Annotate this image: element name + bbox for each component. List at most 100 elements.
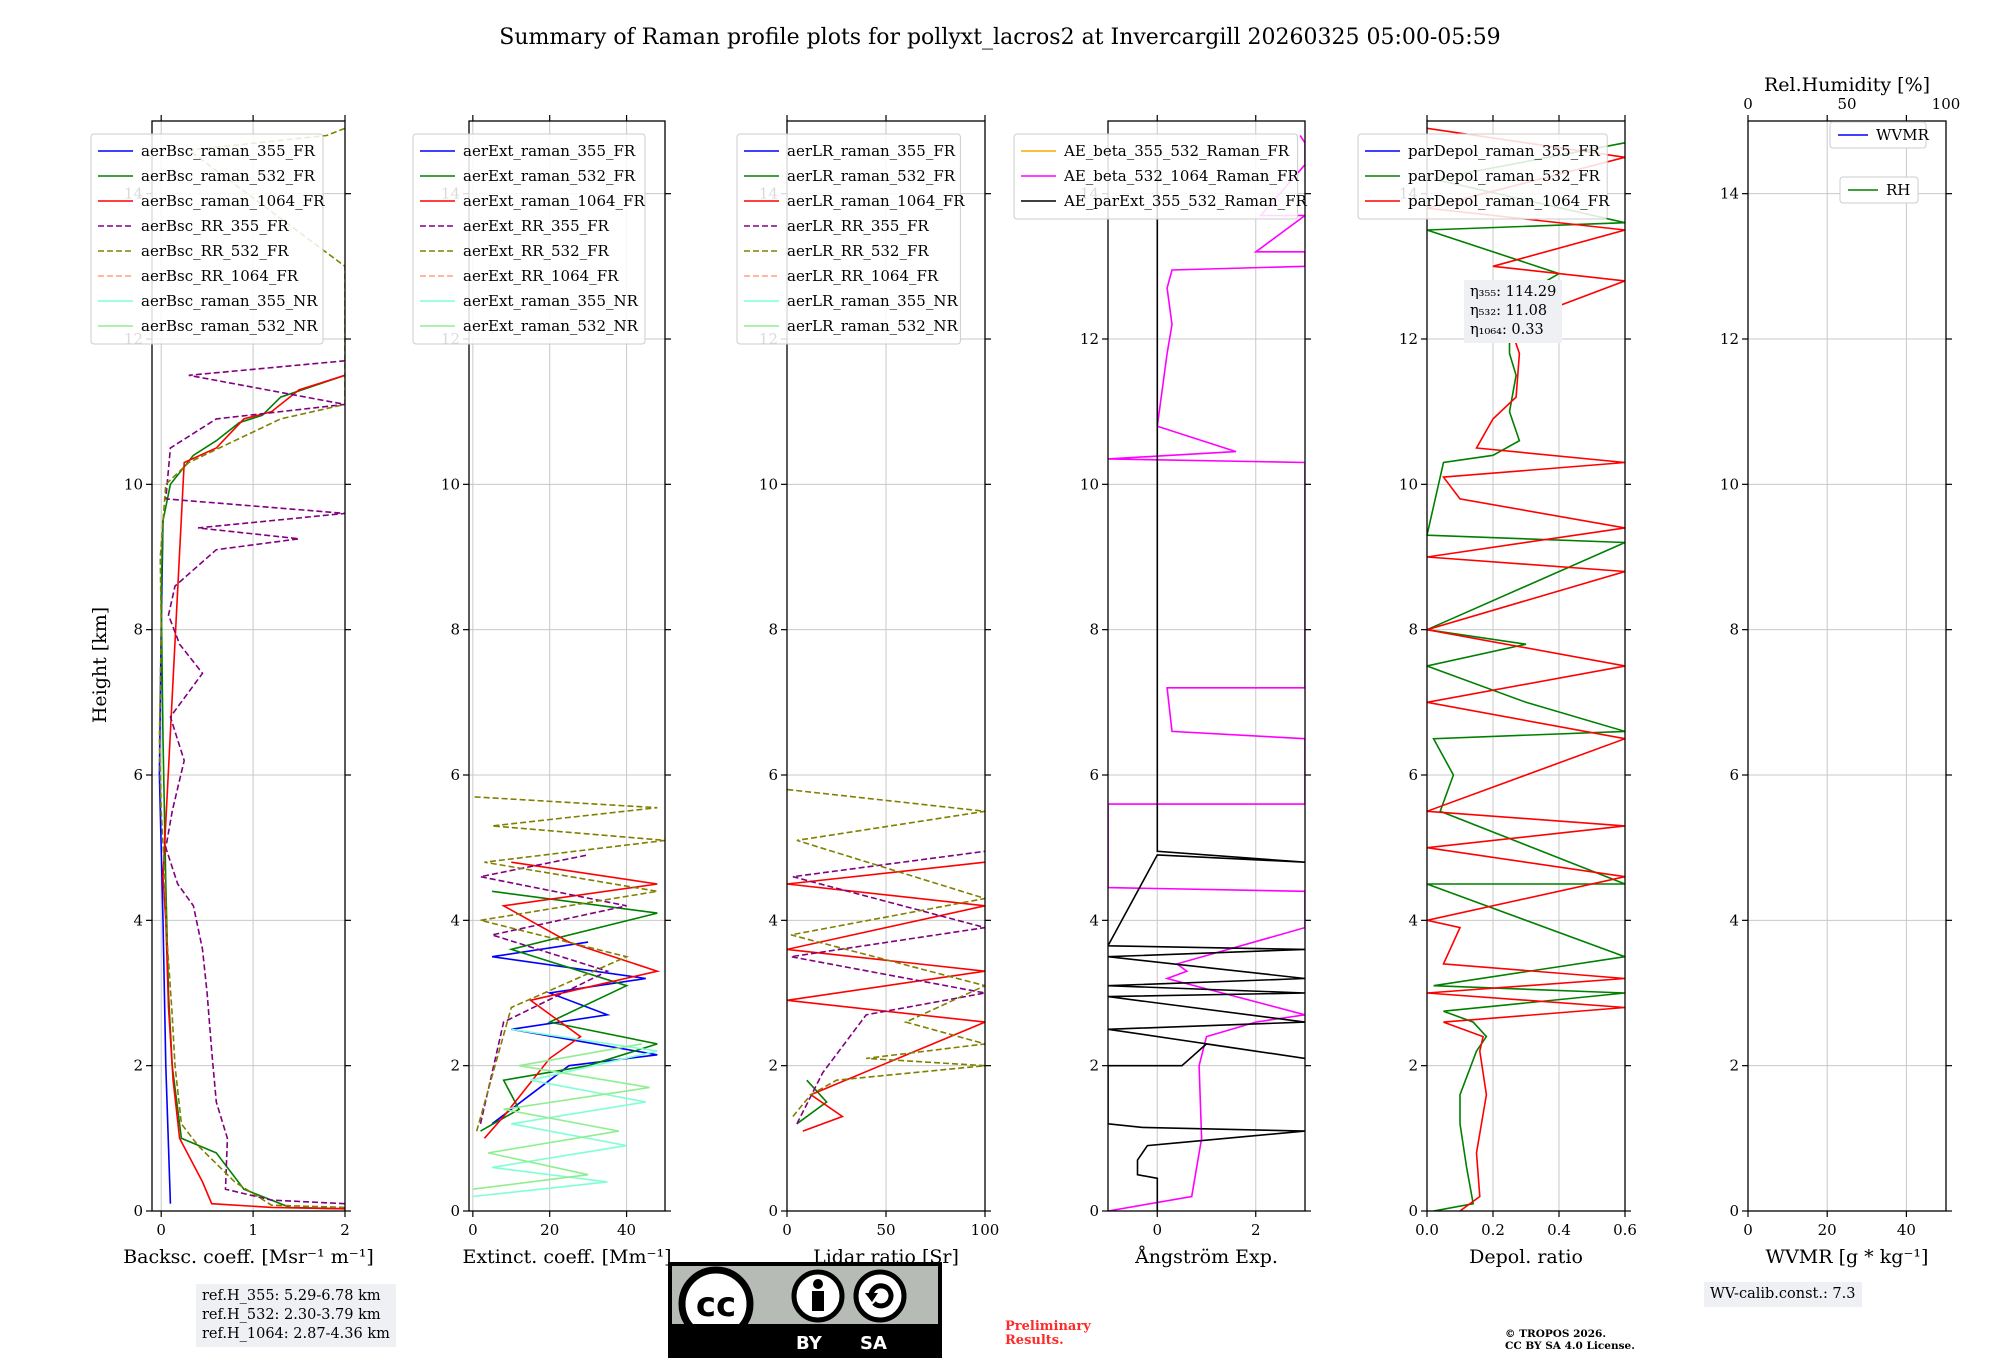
x-tick-label: 0 xyxy=(156,1221,166,1239)
y-tick-label: 4 xyxy=(450,911,460,929)
preliminary-note: Preliminary Results. xyxy=(1005,1319,1091,1348)
legend-entry: parDepol_raman_532_FR xyxy=(1408,167,1601,185)
legend-entry: aerBsc_RR_355_FR xyxy=(141,217,289,235)
legend: parDepol_raman_355_FR parDepol_raman_532_… xyxy=(1357,133,1610,220)
y-tick-label: 0 xyxy=(450,1202,460,1220)
y-tick-label: 4 xyxy=(1408,911,1418,929)
y-tick-label: 10 xyxy=(1720,475,1739,493)
x-tick-label: 20 xyxy=(1818,1221,1837,1239)
panel-ae: 0246810121402Ångström Exp.AE_beta_355_53… xyxy=(1013,115,1311,1268)
legend-entry: aerBsc_raman_355_FR xyxy=(141,142,316,160)
cc-by-label: BY xyxy=(796,1333,822,1354)
share-alike-icon xyxy=(853,1269,907,1323)
y-tick-label: 10 xyxy=(1080,475,1099,493)
legend-entry: aerLR_raman_355_NR xyxy=(787,292,958,310)
y-tick-label: 10 xyxy=(124,475,143,493)
y-tick-label: 12 xyxy=(1720,330,1739,348)
y-tick-label: 0 xyxy=(1729,1202,1739,1220)
y-tick-label: 6 xyxy=(1729,766,1739,784)
legend: aerExt_raman_355_FR aerExt_raman_532_FRae… xyxy=(412,133,646,345)
legend-entry: aerLR_raman_532_NR xyxy=(787,317,958,335)
x-tick-label: 50 xyxy=(876,1221,895,1239)
legend-entry: WVMR xyxy=(1876,126,1930,144)
y-tick-label: 8 xyxy=(133,621,143,639)
y-tick-label: 2 xyxy=(450,1057,460,1075)
series-aerLR_RR_355_FR xyxy=(790,850,985,1125)
legend-entry: aerBsc_raman_532_FR xyxy=(141,167,316,185)
series-aerExt_raman_355_NR xyxy=(472,1028,658,1198)
eta-355: η₃₅₅: 114.29 xyxy=(1470,284,1557,300)
series-group xyxy=(158,127,345,1210)
series-aerExt_RR_355_FR xyxy=(479,854,627,1124)
cc-sa-label: SA xyxy=(860,1333,887,1354)
legend-entry: aerExt_raman_355_FR xyxy=(463,142,636,160)
y-tick-label: 6 xyxy=(450,766,460,784)
y-tick-label: 8 xyxy=(450,621,460,639)
series-aerBsc_raman_532_FR xyxy=(160,374,345,1210)
x-axis-label: Depol. ratio xyxy=(1469,1246,1583,1268)
y-tick-label: 4 xyxy=(133,911,143,929)
copyright-note: © TROPOS 2026. CC BY SA 4.0 License. xyxy=(1505,1328,1635,1352)
y-tick-label: 4 xyxy=(1729,911,1739,929)
series-aerLR_RR_532_FR xyxy=(787,788,985,1118)
top-tick-label: 50 xyxy=(1837,95,1856,113)
wv-calib-text: WV-calib.const.: 7.3 xyxy=(1710,1286,1856,1302)
legend-entry: aerExt_raman_355_NR xyxy=(463,292,639,310)
legend-entry: aerLR_raman_355_FR xyxy=(787,142,956,160)
legend-entry: aerLR_RR_532_FR xyxy=(787,242,929,260)
top-tick-label: 100 xyxy=(1932,95,1961,113)
x-tick-label: 0 xyxy=(1743,1221,1753,1239)
series-group xyxy=(472,796,665,1198)
x-tick-label: 40 xyxy=(617,1221,636,1239)
legend-entry: aerBsc_RR_532_FR xyxy=(141,242,289,260)
top-axis-label: Rel.Humidity [%] xyxy=(1764,74,1930,96)
legend-frame xyxy=(736,133,961,345)
series-parDepol_raman_532_FR xyxy=(1427,142,1625,1211)
series-aerBsc_RR_532_FR xyxy=(158,127,345,1209)
series-aerBsc_raman_1064_FR xyxy=(162,374,345,1210)
panel-bsc: 02468101214012Backsc. coeff. [Msr⁻¹ m⁻¹]… xyxy=(90,115,374,1268)
x-tick-label: 1 xyxy=(248,1221,258,1239)
cc-logo-icon xyxy=(678,1266,754,1324)
legend-entry: AE_beta_355_532_Raman_FR xyxy=(1063,142,1290,160)
eta-box: η₃₅₅: 114.29 η₅₃₂: 11.08 η₁₀₆₄: 0.33 xyxy=(1464,280,1563,343)
x-tick-label: 2 xyxy=(1251,1221,1261,1239)
figure-title: Summary of Raman profile plots for polly… xyxy=(499,25,1500,50)
legend-frame xyxy=(1357,133,1608,220)
x-axis-label: Backsc. coeff. [Msr⁻¹ m⁻¹] xyxy=(123,1246,374,1268)
axes-frame xyxy=(151,120,346,1212)
ref-height-355: ref.H_355: 5.29-6.78 km xyxy=(202,1288,381,1304)
series-aerExt_RR_532_FR xyxy=(472,796,665,1132)
legend-entry: aerLR_raman_1064_FR xyxy=(787,192,965,210)
legend-entry: aerExt_RR_355_FR xyxy=(463,217,610,235)
y-tick-label: 0 xyxy=(133,1202,143,1220)
x-tick-label: 100 xyxy=(971,1221,1000,1239)
legend-entry: aerExt_raman_1064_FR xyxy=(463,192,645,210)
y-tick-label: 14 xyxy=(1720,185,1739,203)
y-tick-label: 8 xyxy=(768,621,778,639)
legend-entry: aerBsc_raman_355_NR xyxy=(141,292,318,310)
x-tick-label: 2 xyxy=(340,1221,350,1239)
legend: AE_beta_355_532_Raman_FR AE_beta_532_1064… xyxy=(1013,133,1308,220)
y-tick-label: 2 xyxy=(768,1057,778,1075)
x-tick-label: 0.0 xyxy=(1415,1221,1439,1239)
legend-entry: aerExt_raman_532_NR xyxy=(463,317,639,335)
legend-frame xyxy=(90,133,324,345)
y-tick-label: 12 xyxy=(1399,330,1418,348)
x-tick-label: 0.2 xyxy=(1481,1221,1505,1239)
cc-license-badge: cc BY SA xyxy=(668,1262,942,1358)
x-tick-label: 0 xyxy=(1152,1221,1162,1239)
legend-entry: aerExt_RR_1064_FR xyxy=(463,267,619,285)
legend-frame xyxy=(1013,133,1299,220)
legend-entry: RH xyxy=(1886,181,1910,199)
x-tick-label: 40 xyxy=(1897,1221,1916,1239)
y-tick-label: 10 xyxy=(759,475,778,493)
legend-frame xyxy=(1829,121,1927,149)
legend: aerLR_raman_355_FR aerLR_raman_532_FR aerL… xyxy=(736,133,965,345)
axes-frame xyxy=(1426,120,1626,1212)
y-tick-label: 6 xyxy=(133,766,143,784)
x-tick-label: 0 xyxy=(782,1221,792,1239)
y-tick-label: 6 xyxy=(1408,766,1418,784)
x-axis-label: Extinct. coeff. [Mm⁻¹] xyxy=(462,1246,671,1268)
series-aerExt_raman_532_NR xyxy=(472,1043,650,1190)
